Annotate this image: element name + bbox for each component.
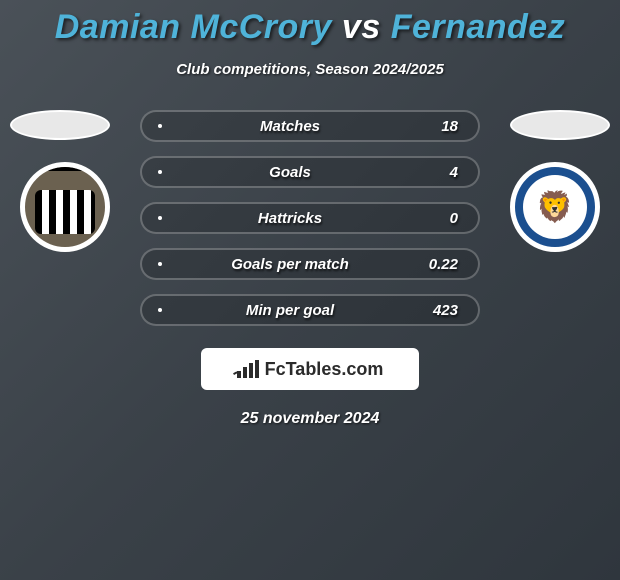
stat-label: Goals per match [162, 256, 418, 273]
player1-avatar [10, 110, 110, 140]
stat-row-goals: Goals 4 [140, 156, 480, 188]
stat-value: 0.22 [418, 256, 458, 273]
stat-value: 4 [418, 164, 458, 181]
notts-crest-top [47, 162, 83, 171]
player1-name: Damian McCrory [55, 8, 332, 46]
stat-value: 423 [418, 302, 458, 319]
stat-row-matches: Matches 18 [140, 110, 480, 142]
club-badge-right: 🦁 [510, 162, 600, 252]
stat-label: Hattricks [162, 210, 418, 227]
stat-value: 18 [418, 118, 458, 135]
stat-label: Goals [162, 164, 418, 181]
stat-label: Min per goal [162, 302, 418, 319]
chart-icon [237, 360, 259, 378]
stat-rows: Matches 18 Goals 4 Hattricks 0 Goals per… [140, 110, 480, 340]
comparison-area: 🦁 Matches 18 Goals 4 Hattricks 0 Goals p… [0, 110, 620, 340]
player2-avatar [510, 110, 610, 140]
stat-row-min-per-goal: Min per goal 423 [140, 294, 480, 326]
lion-icon: 🦁 [536, 190, 573, 225]
brand-text: FcTables.com [265, 359, 384, 380]
player2-name: Fernandez [391, 8, 566, 46]
stat-label: Matches [162, 118, 418, 135]
stat-value: 0 [418, 210, 458, 227]
notts-stripes-icon [35, 190, 95, 234]
comparison-title: Damian McCrory vs Fernandez [0, 0, 620, 47]
subtitle: Club competitions, Season 2024/2025 [0, 61, 620, 78]
vs-text: vs [342, 8, 381, 46]
date-line: 25 november 2024 [0, 410, 620, 428]
stat-row-goals-per-match: Goals per match 0.22 [140, 248, 480, 280]
brand-box[interactable]: FcTables.com [201, 348, 419, 390]
club-badge-left [20, 162, 110, 252]
stat-row-hattricks: Hattricks 0 [140, 202, 480, 234]
posh-inner-circle: 🦁 [523, 175, 587, 239]
